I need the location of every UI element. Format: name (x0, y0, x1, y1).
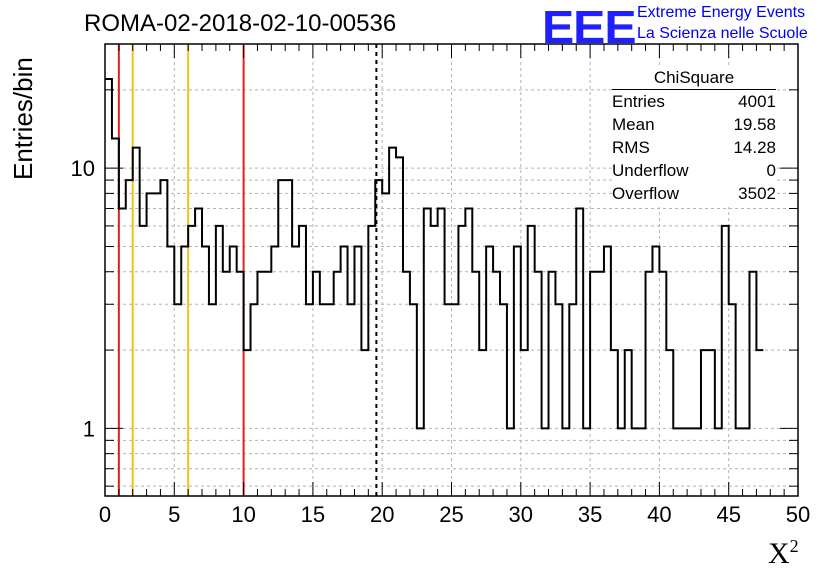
x-axis-label: X2 (768, 536, 799, 570)
stats-row-overflow: Overflow 3502 (612, 184, 776, 203)
y-tick-label: 1 (83, 416, 95, 441)
x-tick-label: 35 (578, 502, 602, 527)
logo-subtitle-line-2: La Scienza nelle Scuole (637, 25, 808, 42)
stats-row-mean: Mean 19.58 (612, 115, 776, 134)
stats-row-rms: RMS 14.28 (612, 138, 776, 157)
x-tick-label: 20 (370, 502, 394, 527)
stats-row-entries: Entries 4001 (612, 92, 776, 111)
logo-subtitle-line-1: Extreme Energy Events (637, 4, 806, 21)
x-tick-label: 5 (168, 502, 180, 527)
x-tick-label: 0 (99, 502, 111, 527)
y-tick-label: 10 (71, 156, 95, 181)
stats-title: ChiSquare (612, 68, 776, 90)
x-tick-label: 45 (716, 502, 740, 527)
x-tick-label: 10 (231, 502, 255, 527)
x-tick-label: 15 (301, 502, 325, 527)
stats-row-underflow: Underflow 0 (612, 161, 776, 180)
stats-box: ChiSquare Entries 4001 Mean 19.58 RMS 14.28… (612, 68, 776, 207)
y-axis-label: Entries/bin (8, 57, 38, 180)
x-tick-label: 40 (647, 502, 671, 527)
eee-logo: EEE (542, 1, 637, 53)
run-title: ROMA-02-2018-02-10-00536 (84, 10, 397, 37)
x-tick-label: 50 (786, 502, 810, 527)
histogram-line (105, 78, 764, 430)
x-tick-label: 30 (509, 502, 533, 527)
x-tick-label: 25 (439, 502, 463, 527)
